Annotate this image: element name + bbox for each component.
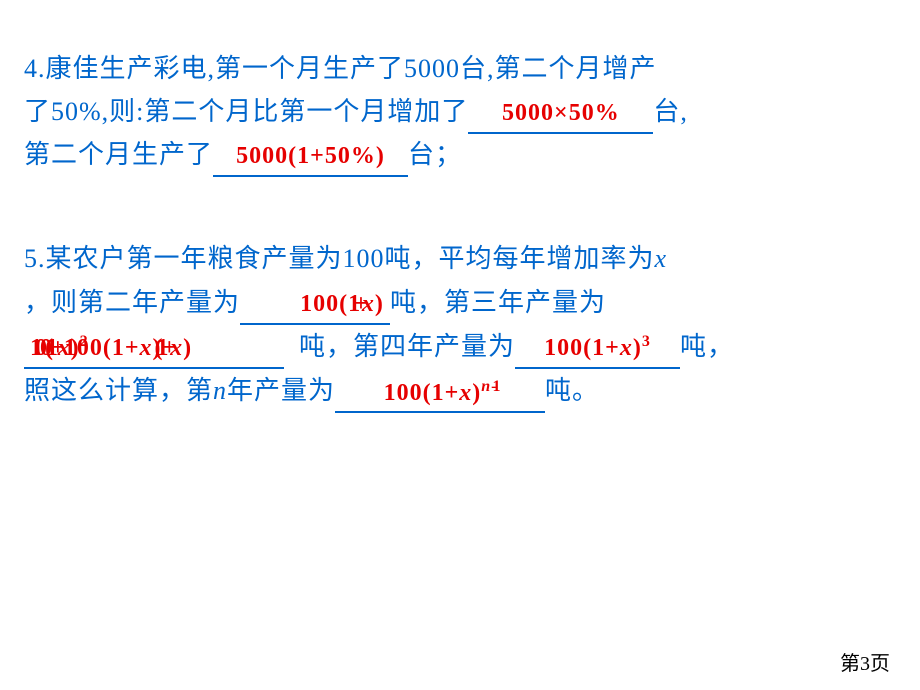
d: ) — [183, 335, 192, 361]
e1: n — [481, 378, 491, 395]
q5-ans-y3-alt: 100(1+x)2 — [30, 328, 89, 369]
q5-t2: 吨，平均每年增加率为 — [385, 244, 655, 273]
question-5: 5.某农户第一年粮食产量为100吨，平均每年增加率为x ，则第二年产量为 100… — [24, 237, 896, 414]
page-number: 第3页 — [840, 647, 890, 676]
q5-blank-y4: 100(1+x)3 — [515, 339, 680, 369]
e2: -1 — [491, 378, 496, 395]
b: x — [58, 335, 71, 361]
q5-l4end: 吨。 — [545, 376, 599, 405]
q5-y3label: 第三年产量为 — [444, 288, 606, 317]
q5-n: n — [213, 376, 227, 405]
q5-ans-y2: 100(1+x) — [300, 284, 384, 325]
c: ) — [472, 380, 481, 406]
q5-t1: 5.某农户第一年粮食产量为 — [24, 244, 343, 273]
q5-line4: 照这么计算，第n年产量为 100(1+x)n-1 吨。 — [24, 369, 896, 413]
q4-line2a: 了50%,则:第二个月比第一个月增加了 — [24, 97, 468, 126]
q5-line2: ，则第二年产量为 100(1+x) 吨，吨，第三年产量为第三年产量为 — [24, 281, 896, 325]
a: 100( — [300, 291, 348, 317]
slide-content: 4.康佳生产彩电,第一个月生产了5000台,第二个月增产 了50%,则:第二个月… — [0, 0, 920, 413]
q5-l4b: 年产量为 — [227, 376, 335, 405]
q5-blank-y3: 100(1+x)(1+x) 100(1+x)2 — [24, 339, 284, 369]
q5-blank-n: 100(1+x)n-1 — [335, 383, 545, 413]
a: 100(1+ — [384, 380, 460, 406]
e: 2 — [80, 333, 89, 350]
c: )(1+ — [153, 335, 171, 361]
c2: x — [170, 335, 183, 361]
b: x — [459, 380, 472, 406]
q5-l4a: 照这么计算，第 — [24, 376, 213, 405]
q4-line3b: 台； — [408, 140, 462, 169]
e: 3 — [642, 333, 651, 350]
c: ) — [633, 335, 642, 361]
b: 1+ — [348, 291, 362, 317]
q5-blank-y2: 100(1+x) — [240, 295, 390, 325]
q5-ans-y4: 100(1+x)3 — [544, 328, 651, 369]
q4-line3a: 第二个月生产了 — [24, 140, 213, 169]
a: 100(1+ — [30, 335, 58, 361]
c: x — [362, 291, 375, 317]
q5-line1: 5.某农户第一年粮食产量为100吨，平均每年增加率为x — [24, 237, 896, 281]
q5-ans-n: 100(1+x)n-1 — [384, 373, 497, 414]
b: x — [620, 335, 633, 361]
d: ) — [375, 291, 384, 317]
a: 100(1+ — [544, 335, 620, 361]
question-4: 4.康佳生产彩电,第一个月生产了5000台,第二个月增产 了50%,则:第二个月… — [24, 48, 896, 177]
q5-l3end: 吨， — [680, 332, 734, 361]
q4-line1: 4.康佳生产彩电,第一个月生产了5000台,第二个月增产 — [24, 54, 657, 83]
q4-ans1: 5000×50% — [502, 94, 620, 134]
q4-ans2: 5000(1+50%) — [236, 137, 385, 177]
q5-x: x — [655, 244, 668, 273]
q5-line3: 100(1+x)(1+x) 100(1+x)2 吨，第四年产量为 100(1+x… — [24, 325, 896, 369]
q4-blank2: 5000(1+50%) — [213, 147, 408, 177]
q5-100: 100 — [343, 244, 385, 273]
c: ) — [71, 335, 80, 361]
q4-blank1: 5000×50% — [468, 104, 653, 134]
b: x — [140, 335, 153, 361]
q4-line2b: 台, — [653, 97, 688, 126]
q5-l3mid: 吨，第四年产量为 — [299, 332, 515, 361]
q5-l2a: ，则第二年产量为 — [24, 288, 240, 317]
q5-l2mid: 吨， — [390, 288, 444, 317]
